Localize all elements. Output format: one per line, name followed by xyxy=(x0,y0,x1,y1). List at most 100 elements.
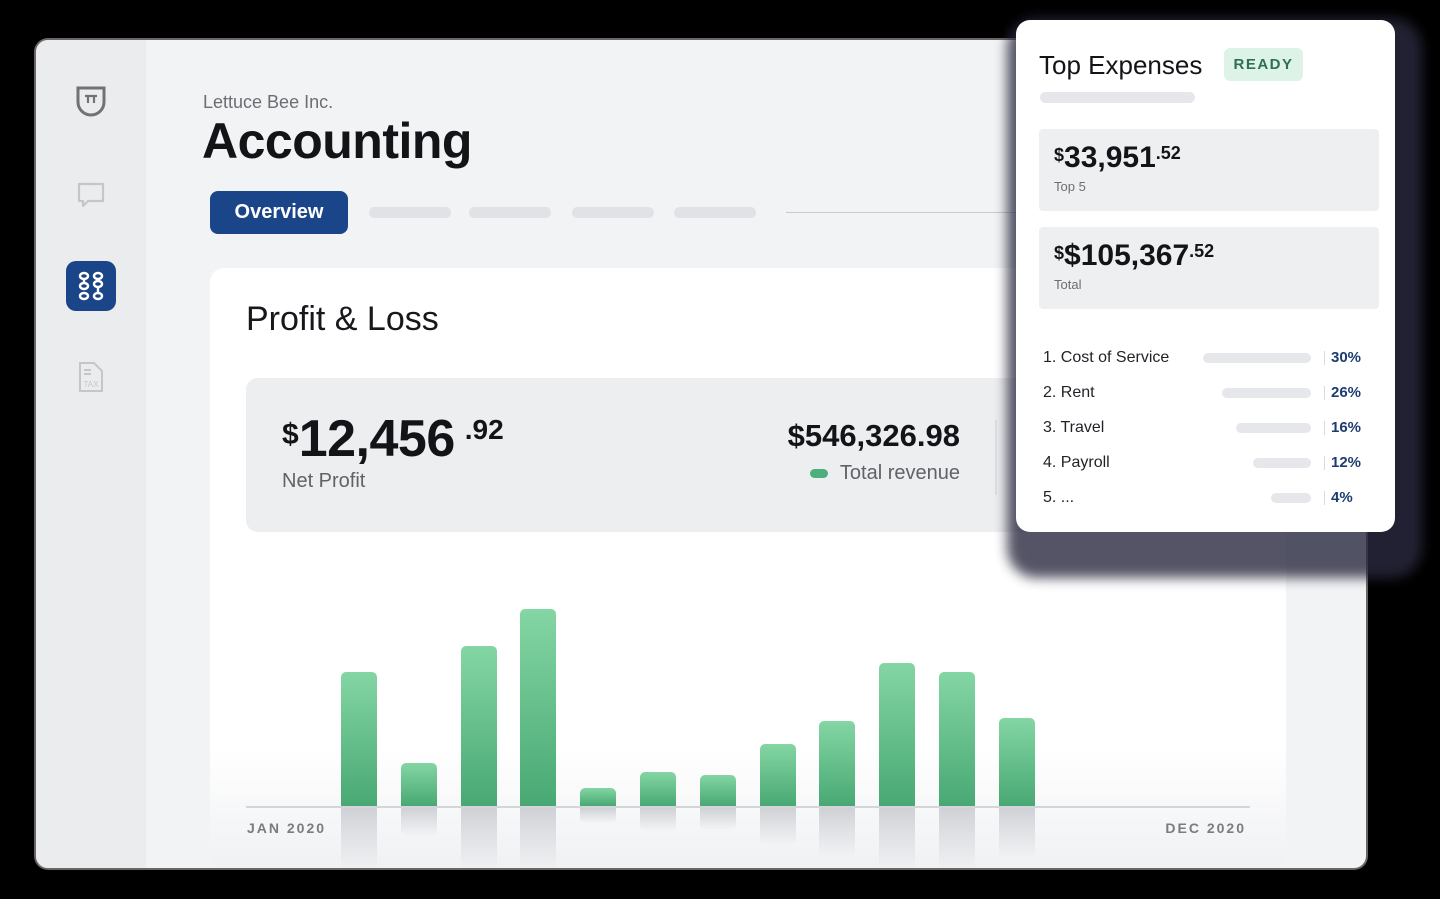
top5-whole: 33,951 xyxy=(1064,141,1156,174)
top-expenses-popup: Top Expenses READY $ 33,951 .52 Top 5 $ … xyxy=(1016,20,1395,532)
popup-title: Top Expenses xyxy=(1039,50,1203,80)
sidebar-item-accounting[interactable] xyxy=(66,261,116,311)
summary-divider xyxy=(995,420,997,495)
tab-placeholder[interactable] xyxy=(369,207,451,218)
currency-symbol: $ xyxy=(282,418,299,451)
net-profit-value: $ 12,456 .92 xyxy=(282,410,504,468)
chart-bar-reflection xyxy=(700,808,736,830)
separator xyxy=(1324,490,1325,505)
chart-bar-reflection xyxy=(999,808,1035,858)
currency-symbol: $ xyxy=(1054,145,1065,165)
top5-stat: $ 33,951 .52 Top 5 xyxy=(1039,129,1379,211)
total-whole: $105,367 xyxy=(1064,239,1190,272)
expense-name: 3. Travel xyxy=(1043,418,1105,436)
page-title: Accounting xyxy=(202,113,472,169)
tab-placeholder[interactable] xyxy=(572,207,654,218)
top5-cents: .52 xyxy=(1155,143,1181,163)
total-value: $ $105,367 .52 xyxy=(1054,239,1214,273)
svg-text:TAX: TAX xyxy=(84,380,100,389)
total-label: Total xyxy=(1054,277,1082,292)
card-title: Profit & Loss xyxy=(246,300,439,338)
chart-bar[interactable] xyxy=(879,663,915,806)
sidebar-item-tax[interactable]: TAX xyxy=(66,352,116,402)
chart-bar-reflection xyxy=(640,808,676,831)
chart-bar[interactable] xyxy=(819,721,855,806)
chart-bar[interactable] xyxy=(640,772,676,806)
abacus-icon xyxy=(78,271,104,301)
chart-bar-reflection xyxy=(520,808,556,868)
currency-symbol: $ xyxy=(1054,243,1065,263)
shield-logo-icon xyxy=(76,86,106,117)
bar-chart: JAN 2020 DEC 2020 xyxy=(246,558,1250,868)
separator xyxy=(1324,420,1325,435)
expense-bar xyxy=(1203,352,1311,363)
chart-bar[interactable] xyxy=(999,718,1035,806)
total-revenue-value: $546,326.98 xyxy=(787,418,960,453)
tab-bar: Overview xyxy=(210,191,756,234)
net-profit-label: Net Profit xyxy=(282,470,366,492)
chart-bar-reflection xyxy=(819,808,855,857)
subtitle-placeholder xyxy=(1040,92,1195,103)
status-badge: READY xyxy=(1224,48,1303,81)
top5-label: Top 5 xyxy=(1054,179,1086,194)
x-axis-start-label: JAN 2020 xyxy=(247,820,327,836)
chart-bar[interactable] xyxy=(461,646,497,806)
expense-percent: 16% xyxy=(1331,419,1362,436)
tab-placeholder[interactable] xyxy=(469,207,551,218)
total-cents: .52 xyxy=(1189,241,1215,261)
chart-baseline xyxy=(246,806,1250,808)
company-name: Lettuce Bee Inc. xyxy=(203,92,334,112)
expense-percent: 12% xyxy=(1331,454,1362,471)
chart-bar-reflection xyxy=(580,808,616,823)
tab-divider xyxy=(786,212,1046,213)
tax-document-icon: TAX xyxy=(79,362,103,392)
chart-bar-reflection xyxy=(341,808,377,868)
expense-name: 5. ... xyxy=(1043,488,1075,506)
separator xyxy=(1324,385,1325,400)
separator xyxy=(1324,350,1325,365)
expense-bar xyxy=(1222,387,1311,398)
list-item[interactable]: 4. Payroll 12% xyxy=(1043,445,1373,480)
chart-bar-reflection xyxy=(939,808,975,868)
chart-bar-reflection xyxy=(879,808,915,868)
chart-bar[interactable] xyxy=(341,672,377,806)
expense-percent: 30% xyxy=(1331,349,1362,366)
net-profit-whole: 12,456 xyxy=(298,410,456,468)
x-axis-end-label: DEC 2020 xyxy=(1165,820,1246,836)
list-item[interactable]: 5. ... 4% xyxy=(1043,480,1373,515)
list-item[interactable]: 1. Cost of Service 30% xyxy=(1043,340,1373,375)
separator xyxy=(1324,455,1325,470)
expense-name: 1. Cost of Service xyxy=(1043,348,1170,366)
total-revenue-label: Total revenue xyxy=(839,462,960,484)
expense-percent: 4% xyxy=(1331,489,1353,506)
expense-percent: 26% xyxy=(1331,384,1362,401)
chart-bar[interactable] xyxy=(580,788,616,806)
top5-value: $ 33,951 .52 xyxy=(1054,141,1181,175)
expense-name: 4. Payroll xyxy=(1043,453,1110,471)
chart-bar[interactable] xyxy=(939,672,975,806)
chart-bar-reflection xyxy=(461,808,497,868)
list-item[interactable]: 2. Rent 26% xyxy=(1043,375,1373,410)
chart-bar[interactable] xyxy=(520,609,556,806)
sidebar-item-messages[interactable] xyxy=(66,170,116,220)
total-stat: $ $105,367 .52 Total xyxy=(1039,227,1379,309)
tab-overview[interactable]: Overview xyxy=(210,191,348,234)
chart-bar[interactable] xyxy=(760,744,796,806)
total-revenue-legend: Total revenue xyxy=(809,462,960,485)
chart-bar-reflection xyxy=(760,808,796,845)
sidebar: TAX xyxy=(36,40,146,868)
chart-bar[interactable] xyxy=(700,775,736,806)
expense-bar xyxy=(1253,457,1311,468)
expense-list: 1. Cost of Service 30% 2. Rent 26% 3. Tr… xyxy=(1043,340,1373,515)
chat-bubble-icon xyxy=(77,182,105,208)
expense-bar xyxy=(1236,422,1311,433)
expense-name: 2. Rent xyxy=(1043,383,1095,401)
net-profit-cents: .92 xyxy=(464,414,504,445)
sidebar-item-home[interactable] xyxy=(66,76,116,126)
legend-swatch-icon xyxy=(809,469,828,478)
tab-placeholder[interactable] xyxy=(674,207,756,218)
chart-bar[interactable] xyxy=(401,763,437,806)
chart-bar-reflection xyxy=(401,808,437,836)
list-item[interactable]: 3. Travel 16% xyxy=(1043,410,1373,445)
expense-bar xyxy=(1271,492,1311,503)
